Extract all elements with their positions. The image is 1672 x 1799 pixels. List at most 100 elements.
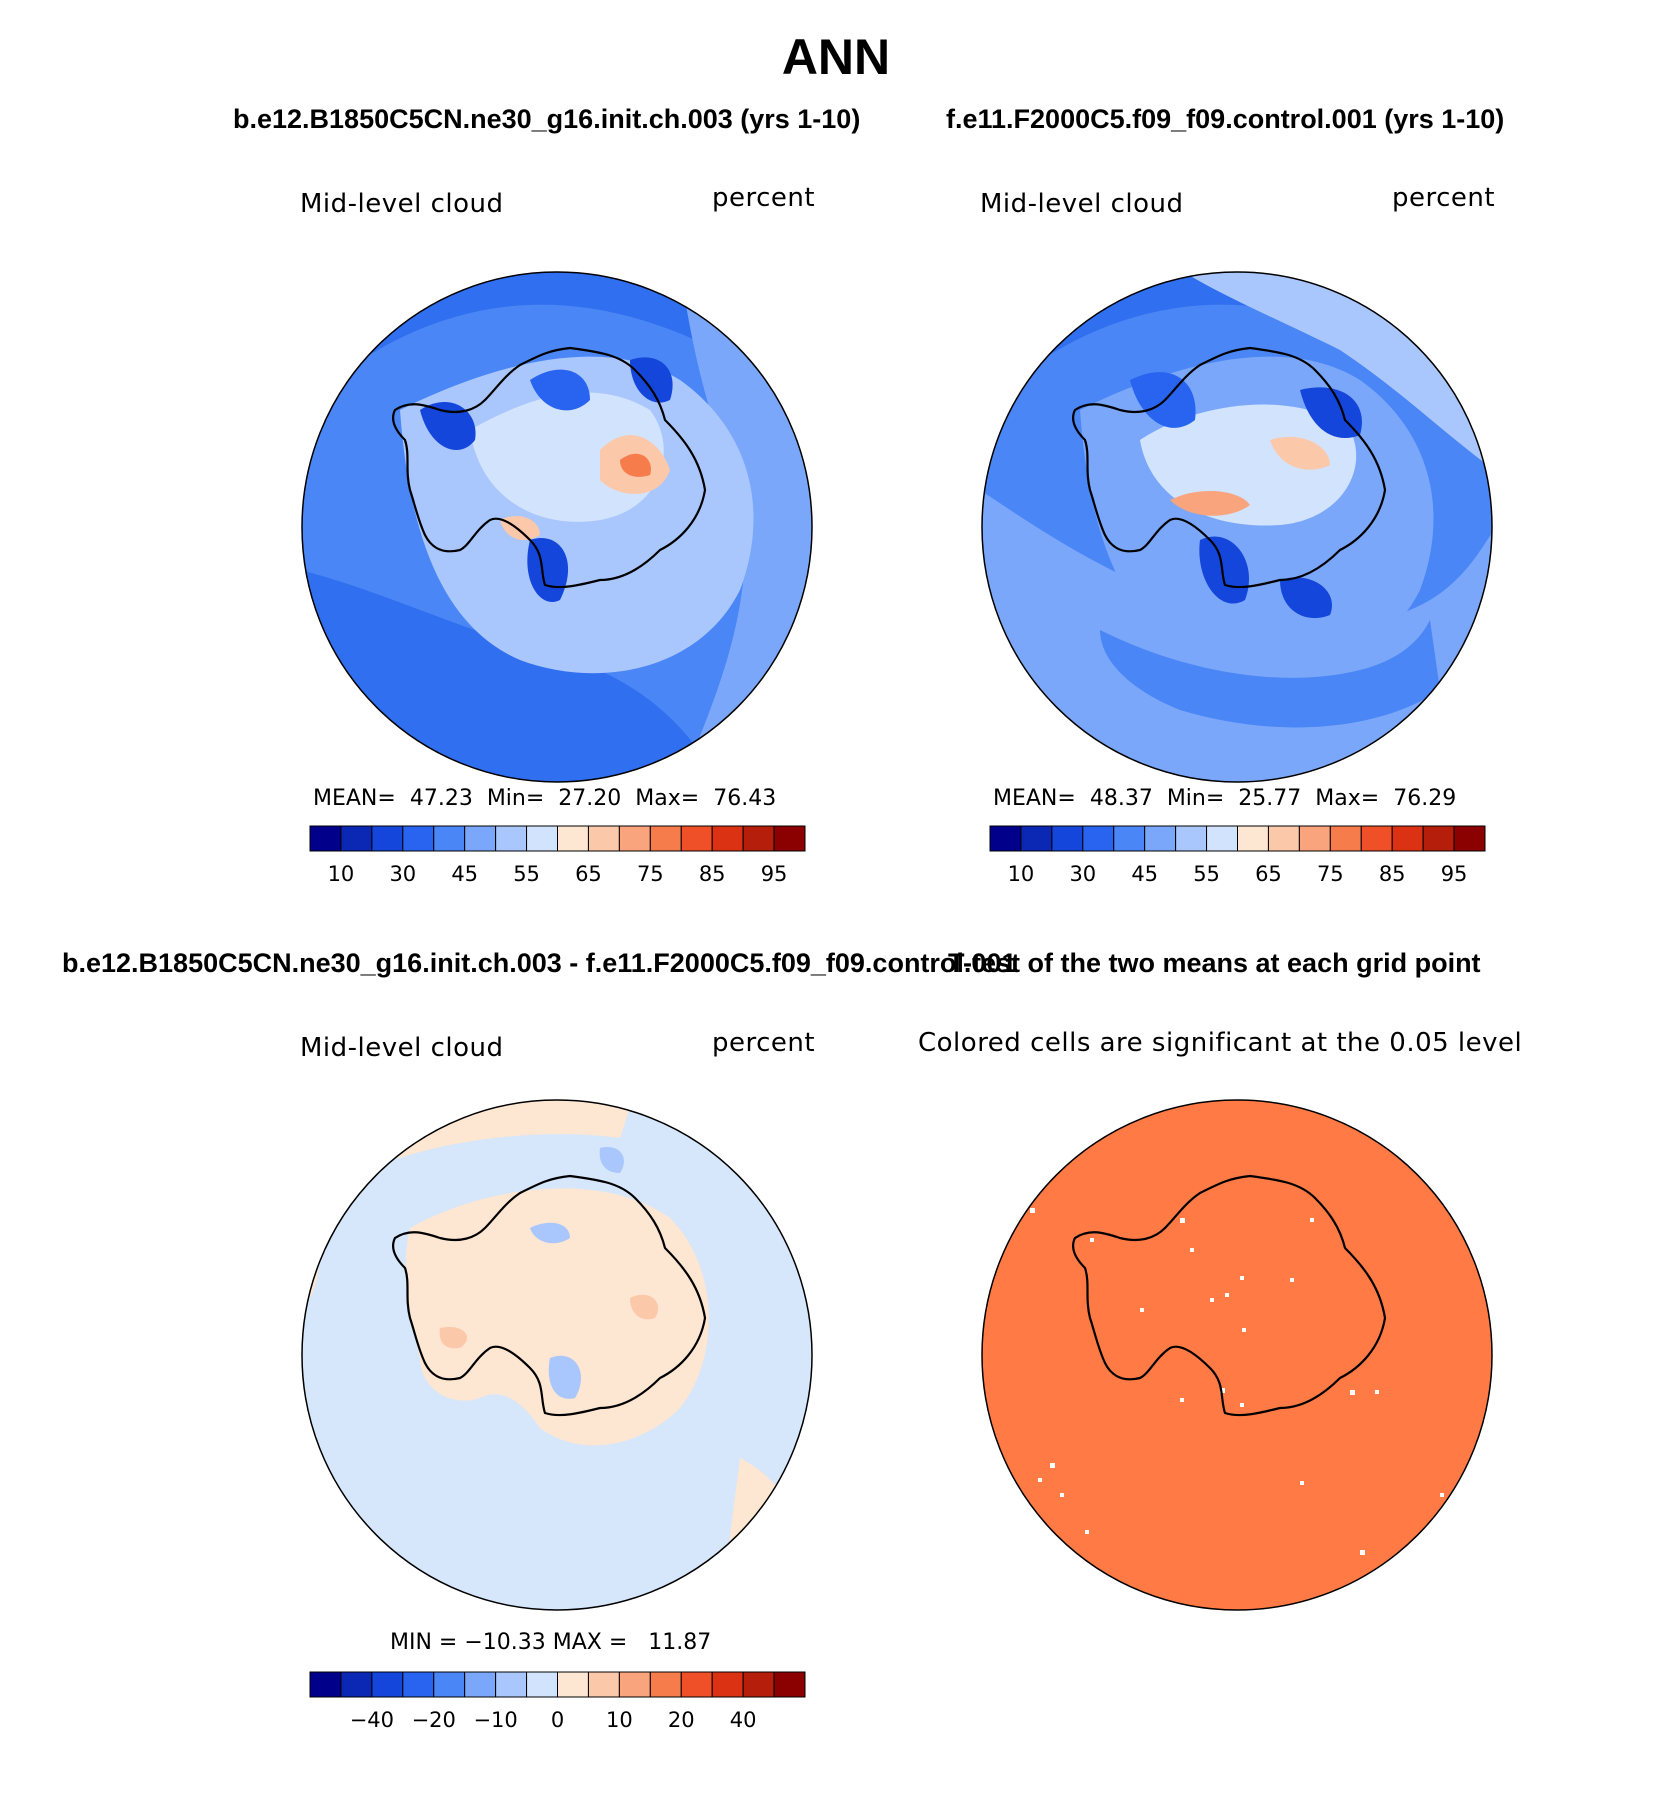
panel-test-colorbar-cell	[773, 825, 806, 852]
panel-control-colorbar-tick-label: 45	[1131, 862, 1158, 886]
panel-ttest-title: T-test of the two means at each grid poi…	[948, 948, 1481, 978]
panel-difference-colorbar-cell	[526, 1671, 558, 1698]
panel-difference-colorbar-cell	[340, 1671, 373, 1698]
panel-test-map-border	[301, 271, 813, 783]
panel-ttest-map	[981, 1099, 1493, 1611]
panel-difference-coastline	[391, 1174, 707, 1417]
panel-control-colorbar-cell	[1082, 825, 1115, 852]
panel-test-coastline	[391, 346, 707, 589]
panel-test-colorbar-cell	[557, 825, 589, 852]
panel-control-colorbar-cell	[1453, 825, 1486, 852]
panel-test-case-title: b.e12.B1850C5CN.ne30_g16.init.ch.003 (yr…	[233, 104, 861, 134]
panel-test-max-label: Max=	[635, 786, 700, 811]
panel-test-colorbar-cell	[495, 825, 528, 852]
panel-difference-colorbar-tick-label: 40	[730, 1708, 757, 1732]
panel-control-variable-label: Mid-level cloud	[980, 189, 1184, 219]
panel-difference-colorbar-tick-label: −40	[350, 1708, 394, 1732]
panel-control-colorbar-cell	[1144, 825, 1177, 852]
panel-difference-colorbar-cell	[773, 1671, 806, 1698]
panel-control-max-label: Max=	[1315, 786, 1380, 811]
panel-test-colorbar-cell	[371, 825, 404, 852]
panel-control-colorbar-tick-label: 30	[1069, 862, 1096, 886]
panel-control-map-border	[981, 271, 1493, 783]
panel-difference-colorbar-cell	[557, 1671, 589, 1698]
panel-difference-colorbar-cell	[309, 1671, 342, 1698]
panel-test-colorbar-tick-label: 85	[699, 862, 726, 886]
panel-test-stats: MEAN= 47.23 Min= 27.20 Max= 76.43	[313, 786, 776, 811]
panel-difference-colorbar-cell	[371, 1671, 404, 1698]
figure-title: ANN	[781, 29, 891, 85]
panel-ttest-insignificant-cells	[1030, 1208, 1453, 1555]
panel-difference-colorbar-cell	[680, 1671, 713, 1698]
panel-difference-colorbar-cell	[618, 1671, 651, 1698]
panel-difference-colorbar-cell	[433, 1671, 466, 1698]
panel-test-min-value: 27.20	[558, 786, 622, 811]
panel-test-colorbar: 10 30 45 55 65 75 85 95	[309, 825, 806, 886]
panel-test-colorbar-tick-label: 95	[761, 862, 788, 886]
panel-control-colorbar-tick-label: 75	[1317, 862, 1344, 886]
panel-difference-colorbar-tick-label: 10	[606, 1708, 633, 1732]
panel-control-colorbar-cell	[1020, 825, 1053, 852]
panel-difference-colorbar-cell	[495, 1671, 528, 1698]
panel-test-colorbar-cell	[433, 825, 466, 852]
panel-test-colorbar-cell	[464, 825, 497, 852]
panel-control-colorbar-cell	[1113, 825, 1146, 852]
panel-test-colorbar-cell	[309, 825, 342, 852]
panel-difference-colorbar-tick-label: 0	[551, 1708, 564, 1732]
panel-control-colorbar-cell	[1298, 825, 1331, 852]
panel-control-min-label: Min=	[1166, 786, 1225, 811]
panel-test-colorbar-cell	[618, 825, 651, 852]
panel-difference-colorbar-tick-label: 20	[668, 1708, 695, 1732]
panel-difference-colorbar-cell	[711, 1671, 744, 1698]
panel-difference-colorbar: −40 −20 −10 0 10 20 40	[309, 1671, 806, 1732]
panel-control-mean-label: MEAN=	[993, 786, 1076, 811]
panel-difference-colorbar-cell	[742, 1671, 775, 1698]
panel-difference-variable-label: Mid-level cloud	[300, 1033, 504, 1063]
panel-control-stats: MEAN= 48.37 Min= 25.77 Max= 76.29	[993, 786, 1456, 811]
panel-control-colorbar-cell	[1267, 825, 1300, 852]
panel-test-colorbar-tick-label: 10	[328, 862, 355, 886]
panel-control-coastline	[1071, 346, 1387, 589]
panel-control-colorbar-tick-label: 95	[1441, 862, 1468, 886]
panel-difference-colorbar-cell	[587, 1671, 620, 1698]
panel-control-colorbar-cell	[1360, 825, 1393, 852]
panel-difference-colorbar-tick-label: −20	[412, 1708, 456, 1732]
panel-ttest-map-border	[981, 1099, 1493, 1611]
panel-test-colorbar-cell	[340, 825, 373, 852]
panel-control-colorbar-tick-label: 85	[1379, 862, 1406, 886]
panel-test-variable-label: Mid-level cloud	[300, 189, 504, 219]
panel-difference-colorbar-cell	[464, 1671, 497, 1698]
panel-test-map	[301, 271, 813, 783]
panel-control-colorbar-cell	[989, 825, 1022, 852]
panel-control-mean-value: 48.37	[1089, 786, 1153, 811]
panel-test-colorbar-cell	[680, 825, 713, 852]
panel-test-colorbar-cell	[526, 825, 558, 852]
panel-difference-units-label: percent	[712, 1028, 816, 1058]
panel-difference-map-border	[301, 1099, 813, 1611]
panel-test-colorbar-cell	[711, 825, 744, 852]
panel-control-map	[981, 271, 1493, 783]
panel-difference-colorbar-tick-label: −10	[473, 1708, 517, 1732]
panel-ttest-significant-cells	[982, 1100, 1492, 1610]
panel-control-colorbar-cell	[1329, 825, 1362, 852]
panel-control-min-value: 25.77	[1238, 786, 1302, 811]
panel-test-units-label: percent	[712, 183, 816, 213]
panel-test-min-label: Min=	[486, 786, 545, 811]
panel-control-colorbar-tick-label: 65	[1255, 862, 1282, 886]
panel-control-colorbar-cell	[1175, 825, 1208, 852]
panel-difference-stats: MIN = −10.33 MAX = 11.87	[390, 1630, 712, 1655]
panel-test-colorbar-tick-label: 30	[389, 862, 416, 886]
panel-test-colorbar-tick-label: 55	[513, 862, 540, 886]
panel-control-colorbar-cell	[1051, 825, 1084, 852]
panel-control-colorbar-tick-label: 55	[1193, 862, 1220, 886]
panel-test-colorbar-cell	[649, 825, 682, 852]
panel-difference-colorbar-cell	[649, 1671, 682, 1698]
panel-control-colorbar: 10 30 45 55 65 75 85 95	[989, 825, 1486, 886]
panel-control-case-title: f.e11.F2000C5.f09_f09.control.001 (yrs 1…	[946, 104, 1505, 134]
panel-test-max-value: 76.43	[713, 786, 777, 811]
panel-control-units-label: percent	[1392, 183, 1496, 213]
panel-control-max-value: 76.29	[1393, 786, 1457, 811]
panel-control-colorbar-cell	[1422, 825, 1455, 852]
panel-test-mean-label: MEAN=	[313, 786, 396, 811]
panel-test-colorbar-tick-label: 45	[451, 862, 478, 886]
